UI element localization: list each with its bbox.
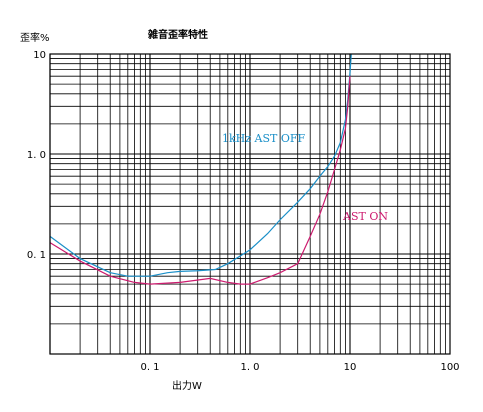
chart-title: 雑音歪率特性 bbox=[147, 28, 208, 41]
x-tick-label: 100 bbox=[440, 362, 459, 373]
x-tick-label: 1. 0 bbox=[240, 362, 259, 373]
y-tick-label: 0. 1 bbox=[27, 250, 46, 261]
chart-ticks: 0. 1 1. 0 10 100 10 1. 0 0. 1 bbox=[27, 50, 460, 373]
chart-series bbox=[49, 53, 352, 285]
plot-frame bbox=[49, 53, 451, 355]
y-tick-label: 1. 0 bbox=[27, 150, 46, 161]
chart-grid bbox=[49, 54, 450, 355]
y-tick-label: 10 bbox=[33, 50, 46, 61]
series-label-ast-off: 1kHz AST OFF bbox=[222, 132, 306, 145]
x-axis-label: 出力W bbox=[172, 379, 202, 392]
x-tick-label: 0. 1 bbox=[140, 362, 159, 373]
series-line-ast-on bbox=[49, 76, 351, 285]
y-axis-label: 歪率% bbox=[20, 31, 50, 44]
x-tick-label: 10 bbox=[344, 362, 357, 373]
series-label-ast-on: AST ON bbox=[342, 210, 388, 223]
series-line-ast-off bbox=[49, 53, 352, 277]
